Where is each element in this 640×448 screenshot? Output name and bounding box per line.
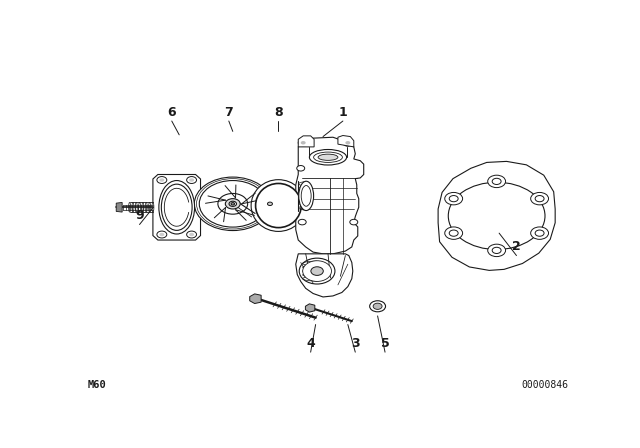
Circle shape xyxy=(445,227,463,239)
Ellipse shape xyxy=(145,202,147,212)
Circle shape xyxy=(535,195,544,202)
Ellipse shape xyxy=(129,202,131,212)
Ellipse shape xyxy=(142,202,144,212)
Ellipse shape xyxy=(448,182,545,250)
Text: 1: 1 xyxy=(339,106,348,119)
Polygon shape xyxy=(153,174,200,240)
Text: 00000846: 00000846 xyxy=(522,380,568,390)
Circle shape xyxy=(301,141,306,145)
Circle shape xyxy=(159,233,164,236)
Text: 6: 6 xyxy=(168,106,176,119)
Ellipse shape xyxy=(314,152,342,163)
Polygon shape xyxy=(298,136,314,147)
Ellipse shape xyxy=(132,202,134,212)
Circle shape xyxy=(157,231,167,238)
Text: 8: 8 xyxy=(274,106,283,119)
Ellipse shape xyxy=(303,261,332,281)
Ellipse shape xyxy=(225,198,240,209)
Polygon shape xyxy=(305,304,315,312)
Ellipse shape xyxy=(300,258,335,284)
Circle shape xyxy=(187,177,196,184)
Polygon shape xyxy=(296,254,353,297)
Ellipse shape xyxy=(311,267,323,276)
Text: 3: 3 xyxy=(351,337,360,350)
Circle shape xyxy=(298,220,306,225)
Polygon shape xyxy=(338,135,354,147)
Ellipse shape xyxy=(299,181,314,211)
Circle shape xyxy=(157,177,167,184)
Circle shape xyxy=(189,178,194,182)
Ellipse shape xyxy=(152,202,154,212)
Circle shape xyxy=(445,193,463,205)
Circle shape xyxy=(488,175,506,188)
Text: 7: 7 xyxy=(225,106,233,119)
Ellipse shape xyxy=(309,150,347,165)
Text: 9: 9 xyxy=(135,209,144,222)
Ellipse shape xyxy=(139,202,141,212)
Text: M60: M60 xyxy=(88,380,106,390)
Circle shape xyxy=(531,227,548,239)
Circle shape xyxy=(492,247,501,254)
Polygon shape xyxy=(438,161,555,271)
Circle shape xyxy=(297,165,305,171)
Text: 5: 5 xyxy=(381,337,389,350)
Ellipse shape xyxy=(218,194,248,214)
Ellipse shape xyxy=(255,184,301,228)
Ellipse shape xyxy=(161,184,192,230)
Ellipse shape xyxy=(251,180,306,232)
Circle shape xyxy=(449,195,458,202)
Ellipse shape xyxy=(196,179,269,229)
Ellipse shape xyxy=(318,154,338,160)
Polygon shape xyxy=(250,294,261,304)
Ellipse shape xyxy=(148,202,150,212)
Polygon shape xyxy=(116,202,122,212)
Circle shape xyxy=(492,178,501,185)
Circle shape xyxy=(488,244,506,257)
Circle shape xyxy=(535,230,544,236)
Ellipse shape xyxy=(159,181,195,234)
Ellipse shape xyxy=(231,202,234,205)
Ellipse shape xyxy=(268,202,273,206)
Polygon shape xyxy=(296,137,364,254)
Circle shape xyxy=(370,301,385,312)
Text: 4: 4 xyxy=(307,337,315,350)
Ellipse shape xyxy=(229,201,237,207)
Circle shape xyxy=(350,220,358,225)
Circle shape xyxy=(373,303,382,310)
Circle shape xyxy=(189,233,194,236)
Ellipse shape xyxy=(264,200,275,207)
Circle shape xyxy=(449,230,458,236)
Circle shape xyxy=(298,139,308,146)
Ellipse shape xyxy=(135,202,137,212)
Circle shape xyxy=(343,139,353,146)
Circle shape xyxy=(159,178,164,182)
Ellipse shape xyxy=(301,185,311,206)
Ellipse shape xyxy=(195,177,271,231)
Ellipse shape xyxy=(199,181,266,227)
Text: 2: 2 xyxy=(512,241,521,254)
Circle shape xyxy=(187,231,196,238)
Circle shape xyxy=(531,193,548,205)
Circle shape xyxy=(346,141,350,145)
